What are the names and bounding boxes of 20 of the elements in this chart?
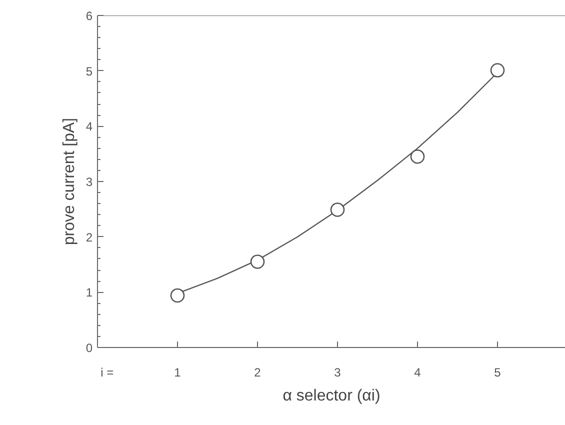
y-tick-label: 6 [86, 9, 93, 23]
y-tick-label: 4 [86, 120, 93, 134]
point [410, 149, 425, 164]
y-tick-label: 3 [86, 175, 93, 189]
x-axis-title: α selector (αi) [282, 388, 380, 404]
y-tick-label: 5 [86, 64, 93, 78]
point [250, 254, 265, 269]
y-axis-title: prove current [pA] [60, 118, 78, 246]
y-tick-label: 1 [86, 286, 93, 300]
y-tick-label: 2 [86, 230, 93, 244]
x-tick-label: 1 [174, 366, 182, 380]
point [170, 288, 185, 303]
point [490, 63, 505, 78]
text: i = [100, 366, 114, 380]
point [330, 202, 345, 217]
x-tick-label: 3 [334, 366, 342, 380]
x-tick-label: 2 [254, 366, 262, 380]
x-tick-label: 5 [494, 366, 502, 380]
y-tick-label: 0 [86, 341, 93, 355]
x-tick-label: 4 [414, 366, 422, 380]
